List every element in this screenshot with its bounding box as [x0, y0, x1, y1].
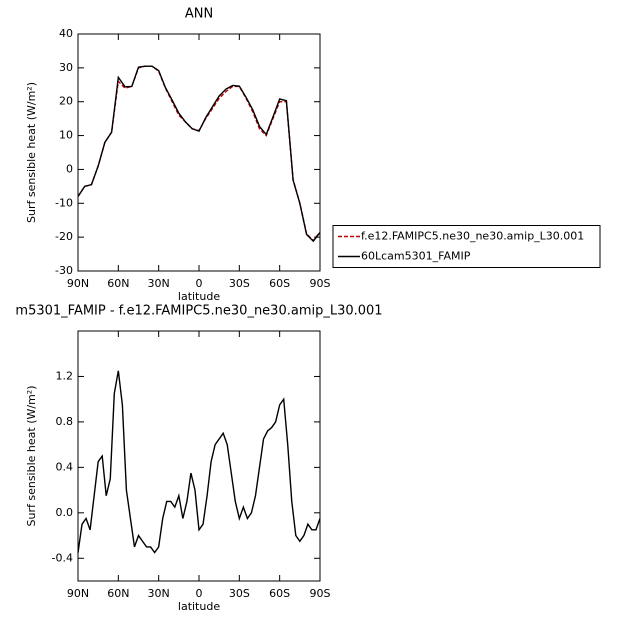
- x-tick-label: 30S: [229, 587, 250, 600]
- y-tick-label: -20: [55, 230, 73, 243]
- y-tick-label: 40: [59, 27, 73, 40]
- x-tick-label: 30S: [229, 277, 250, 290]
- y-tick-label: -0.4: [52, 551, 73, 564]
- y-tick-label: 0.4: [56, 460, 74, 473]
- x-tick-label: 60S: [269, 587, 290, 600]
- x-axis-label: latitude: [178, 600, 220, 613]
- y-tick-label: 0.0: [56, 506, 74, 519]
- legend-label: f.e12.FAMIPC5.ne30_ne30.amip_L30.001: [361, 230, 584, 243]
- plot-frame: [77, 33, 321, 272]
- plot-frame: [77, 330, 321, 582]
- series-line: [77, 370, 321, 554]
- x-tick-label: 90S: [310, 277, 331, 290]
- y-tick-label: 1.2: [56, 369, 74, 382]
- x-tick-label: 0: [196, 277, 203, 290]
- x-axis-label: latitude: [178, 290, 220, 303]
- y-axis-label: Surf sensible heat (W/m²): [25, 386, 38, 527]
- series-line: [77, 65, 321, 242]
- x-tick-label: 90N: [67, 587, 89, 600]
- y-tick-label: 20: [59, 95, 73, 108]
- x-tick-label: 0: [196, 587, 203, 600]
- chart-title: ANN: [185, 7, 213, 22]
- legend-box: [332, 225, 601, 268]
- x-tick-label: 30N: [148, 587, 170, 600]
- chart-title: m5301_FAMIP - f.e12.FAMIPC5.ne30_ne30.am…: [15, 304, 382, 319]
- x-tick-label: 60S: [269, 277, 290, 290]
- y-axis-label: Surf sensible heat (W/m²): [25, 82, 38, 223]
- series-line: [77, 65, 321, 243]
- x-tick-label: 30N: [148, 277, 170, 290]
- legend-label: 60Lcam5301_FAMIP: [361, 250, 471, 263]
- x-tick-label: 90S: [310, 587, 331, 600]
- x-tick-label: 90N: [67, 277, 89, 290]
- y-tick-label: 0: [66, 162, 73, 175]
- y-tick-label: -10: [55, 196, 73, 209]
- y-tick-label: 10: [59, 129, 73, 142]
- y-tick-label: -30: [55, 264, 73, 277]
- y-tick-label: 0.8: [56, 415, 74, 428]
- x-tick-label: 60N: [107, 587, 129, 600]
- x-tick-label: 60N: [107, 277, 129, 290]
- y-tick-label: 30: [59, 61, 73, 74]
